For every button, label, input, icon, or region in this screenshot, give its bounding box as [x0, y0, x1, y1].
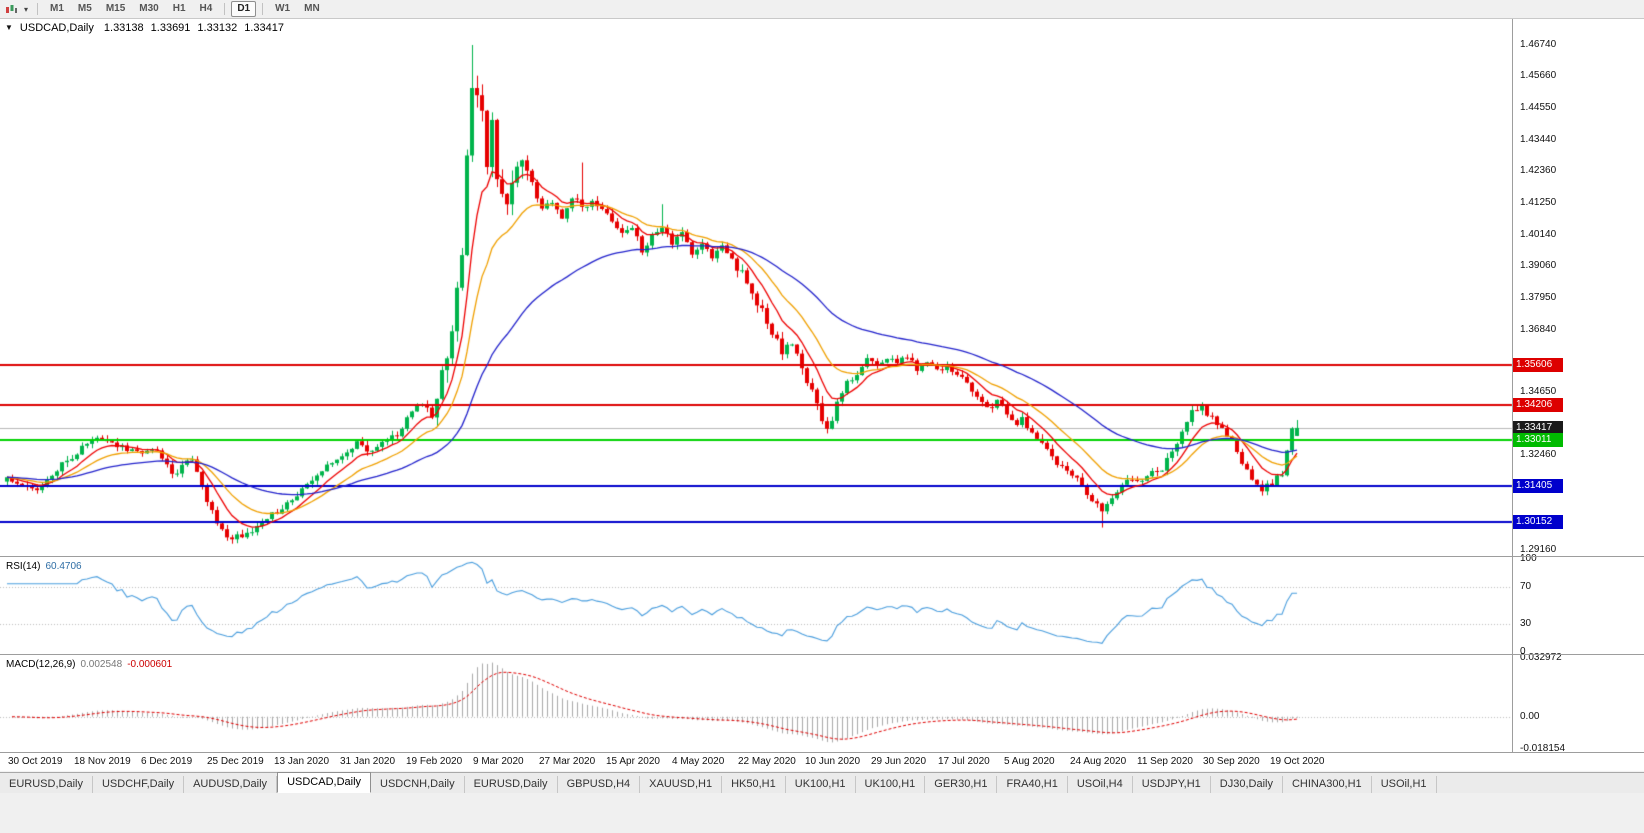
panel-splitter[interactable] [0, 654, 1644, 655]
tabbar: EURUSD,Daily USDCHF,Daily AUDUSD,Daily USDC… [0, 772, 1644, 793]
chart-tab-usoil-h1[interactable]: USOil,H1 [1372, 776, 1437, 793]
price-axis-separator [1512, 18, 1513, 753]
chart-dropdown-icon[interactable]: ▾ [23, 4, 28, 14]
chart-tab-usoil-h4[interactable]: USOil,H4 [1068, 776, 1133, 793]
chart-tab-xauusd-h1[interactable]: XAUUSD,H1 [640, 776, 723, 793]
timeframe-button-m15[interactable]: M15 [105, 3, 126, 14]
panel-splitter[interactable] [0, 556, 1644, 557]
toolbar-separator [262, 3, 264, 15]
candlestick-icon [5, 4, 17, 13]
chart-tab-usdcnh-daily[interactable]: USDCNH,Daily [371, 776, 465, 793]
panel-splitter[interactable] [0, 752, 1644, 753]
chart-tab-usdchf-daily[interactable]: USDCHF,Daily [93, 776, 185, 793]
chart-tab-hk50-h1[interactable]: HK50,H1 [722, 776, 786, 793]
chart-tab-usdjpy-h1[interactable]: USDJPY,H1 [1133, 776, 1211, 793]
timeframe-button-m5[interactable]: M5 [77, 3, 92, 14]
timeframe-buttons: M1 M5 M15 M30 H1 H4 D1 W1 MN [43, 1, 327, 17]
timeframe-button-d1[interactable]: D1 [231, 1, 257, 17]
chart-tab-china300-h1[interactable]: CHINA300,H1 [1283, 776, 1372, 793]
toolbar: ▾ M1 M5 M15 M30 H1 H4 D1 W1 MN [0, 0, 1644, 19]
chart-tab-fra40-h1[interactable]: FRA40,H1 [997, 776, 1068, 793]
chart-tab-eurusd-daily[interactable]: EURUSD,Daily [465, 776, 558, 793]
chart-tab-dj30-daily[interactable]: DJ30,Daily [1211, 776, 1283, 793]
timeframe-button-m1[interactable]: M1 [50, 3, 64, 14]
chart-type-icon[interactable] [2, 2, 20, 17]
chart-tab-uk100-h1[interactable]: UK100,H1 [856, 776, 926, 793]
timeframe-button-h1[interactable]: H1 [172, 3, 186, 14]
timeframe-button-m30[interactable]: M30 [139, 3, 159, 14]
toolbar-separator [224, 3, 226, 15]
chart-tab-eurusd-daily[interactable]: EURUSD,Daily [0, 776, 93, 793]
chart-tab-ger30-h1[interactable]: GER30,H1 [925, 776, 998, 793]
timeframe-button-mn[interactable]: MN [304, 3, 320, 14]
chart-tab-usdcad-daily[interactable]: USDCAD,Daily [277, 772, 372, 793]
chart-tab-audusd-daily[interactable]: AUDUSD,Daily [184, 776, 278, 793]
chart-tab-gbpusd-h4[interactable]: GBPUSD,H4 [558, 776, 641, 793]
toolbar-separator [37, 3, 38, 15]
timeframe-button-h4[interactable]: H4 [199, 3, 213, 14]
chart-tab-uk100-h1[interactable]: UK100,H1 [786, 776, 856, 793]
window-bottom-strip [0, 792, 1644, 833]
timeframe-button-w1[interactable]: W1 [275, 3, 291, 14]
